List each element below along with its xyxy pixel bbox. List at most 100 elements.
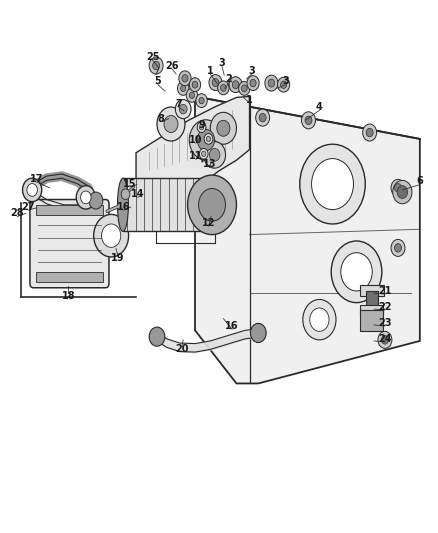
Circle shape [218,81,229,95]
Circle shape [27,183,37,196]
Circle shape [199,125,204,130]
Bar [360,285,384,296]
Text: 13: 13 [203,159,216,169]
Text: 19: 19 [111,253,124,263]
Circle shape [102,224,121,247]
Circle shape [281,81,287,88]
Text: 20: 20 [175,344,189,354]
Text: 16: 16 [117,202,131,212]
Text: 1: 1 [246,94,253,104]
Circle shape [201,151,206,157]
Circle shape [378,332,392,349]
Text: 18: 18 [62,290,75,301]
Circle shape [303,300,336,340]
Circle shape [204,142,226,168]
Circle shape [363,124,377,141]
Text: 17: 17 [30,174,43,184]
Circle shape [189,92,194,99]
Circle shape [164,116,178,133]
Circle shape [366,128,373,137]
Text: 22: 22 [378,302,392,312]
Circle shape [179,104,187,114]
Circle shape [212,78,219,86]
Circle shape [391,179,405,196]
Circle shape [259,114,266,122]
Circle shape [157,107,185,141]
Circle shape [177,82,189,95]
Circle shape [391,239,405,256]
Polygon shape [136,96,250,192]
Circle shape [121,189,130,199]
Bar [123,178,210,231]
Circle shape [81,191,91,204]
Circle shape [182,75,188,82]
Circle shape [395,244,402,252]
Text: 21: 21 [378,286,392,296]
Circle shape [241,85,247,92]
Text: 10: 10 [189,135,203,145]
Circle shape [217,120,230,136]
Bar [360,305,383,316]
Circle shape [149,57,163,74]
Circle shape [179,71,191,86]
Circle shape [247,76,259,91]
Circle shape [209,149,220,161]
Text: 8: 8 [158,114,164,124]
Text: 2: 2 [226,75,233,84]
Text: 4: 4 [316,102,323,112]
Circle shape [192,81,198,88]
Circle shape [198,189,226,221]
Circle shape [94,214,129,257]
Text: 1: 1 [207,66,214,76]
Circle shape [278,77,290,92]
Text: 5: 5 [155,77,161,86]
Text: 25: 25 [146,52,159,62]
Circle shape [197,122,206,133]
Circle shape [268,79,275,87]
Circle shape [189,120,223,160]
Text: 28: 28 [11,208,24,219]
Circle shape [300,144,365,224]
Circle shape [239,82,250,95]
Circle shape [152,61,159,70]
Circle shape [311,159,353,209]
Text: 7: 7 [176,99,182,109]
Circle shape [220,84,226,91]
Circle shape [89,192,103,209]
Circle shape [189,78,201,92]
Circle shape [250,79,256,87]
Bar [35,205,103,215]
Circle shape [232,80,239,88]
Circle shape [265,75,278,91]
Text: 24: 24 [378,334,392,344]
Circle shape [199,98,204,104]
Circle shape [76,185,95,209]
Circle shape [331,241,382,303]
Text: 15: 15 [123,179,137,189]
Circle shape [341,253,372,291]
Circle shape [180,85,186,92]
Circle shape [187,175,237,235]
Text: 16: 16 [225,321,239,331]
Circle shape [197,130,215,151]
Circle shape [186,88,198,102]
Bar [35,272,103,282]
Text: 3: 3 [282,77,289,86]
Bar [360,310,383,332]
Circle shape [206,136,211,142]
Circle shape [397,185,408,198]
Circle shape [305,116,312,125]
Text: 27: 27 [21,202,35,212]
Circle shape [251,324,266,343]
Text: 26: 26 [165,61,179,70]
Polygon shape [195,96,420,383]
Circle shape [381,336,389,344]
Circle shape [196,94,207,108]
Circle shape [209,75,222,91]
Text: 12: 12 [202,218,215,228]
Circle shape [199,149,208,159]
Circle shape [22,178,42,201]
Text: 3: 3 [219,59,226,68]
Text: 9: 9 [198,119,205,130]
Circle shape [256,109,270,126]
